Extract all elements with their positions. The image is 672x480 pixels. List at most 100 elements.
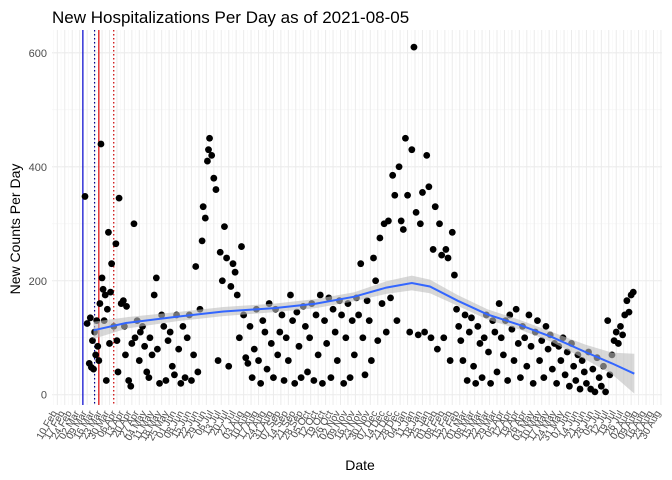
data-point (250, 345, 258, 353)
data-point (361, 371, 369, 379)
data-point (248, 374, 256, 382)
data-point (235, 334, 243, 342)
data-point (340, 379, 348, 387)
data-point (387, 294, 394, 302)
data-point (166, 328, 174, 336)
data-point (410, 43, 418, 51)
data-point (389, 171, 397, 179)
data-point (148, 351, 156, 359)
data-point (391, 191, 399, 199)
data-point (304, 368, 311, 376)
data-point (136, 328, 144, 336)
data-point (160, 322, 168, 330)
data-point (461, 311, 469, 319)
data-point (548, 365, 556, 373)
y-tick-label: 400 (29, 162, 47, 174)
data-point (246, 322, 254, 330)
data-point (278, 311, 286, 319)
data-point (580, 368, 588, 376)
data-point (310, 377, 318, 384)
data-point (282, 334, 290, 342)
data-point (363, 297, 371, 305)
data-point (625, 308, 633, 316)
data-point (115, 194, 123, 202)
data-point (538, 337, 546, 345)
data-point (97, 140, 105, 148)
data-point (395, 163, 403, 171)
data-point (314, 351, 322, 359)
data-point (295, 342, 303, 350)
data-point (188, 377, 195, 384)
data-point (208, 151, 216, 159)
data-point (429, 246, 437, 253)
data-point (221, 223, 228, 231)
data-point (425, 183, 433, 191)
data-point (534, 317, 541, 325)
smooth-trend (93, 275, 635, 394)
data-point (259, 317, 267, 325)
data-point (112, 240, 120, 248)
data-point (446, 357, 454, 364)
data-point (90, 365, 97, 373)
data-point (485, 348, 492, 356)
data-point (327, 374, 335, 382)
data-point (350, 351, 358, 359)
data-point (416, 220, 424, 228)
data-point (238, 243, 245, 250)
y-axis-ticks: 0 200 400 600 (29, 48, 47, 402)
data-point (192, 263, 200, 270)
data-point (183, 334, 191, 342)
data-point (544, 345, 552, 353)
data-point (374, 337, 382, 345)
data-point (194, 368, 202, 376)
data-point (378, 300, 386, 307)
data-point (103, 305, 111, 313)
data-point (412, 208, 420, 216)
data-point (267, 340, 275, 347)
data-point (385, 217, 392, 225)
data-point (223, 254, 230, 262)
data-point (287, 291, 294, 299)
x-axis-title: Date (345, 457, 375, 473)
data-point (433, 345, 441, 353)
data-point (156, 379, 163, 387)
data-point (150, 291, 158, 299)
data-point (276, 328, 284, 336)
y-tick-label: 0 (41, 390, 47, 402)
data-point (342, 334, 350, 342)
data-point (108, 260, 116, 268)
data-point (355, 311, 362, 319)
data-point (478, 374, 486, 382)
data-point (206, 134, 213, 142)
data-point (114, 368, 122, 376)
data-point (459, 357, 467, 364)
data-point (331, 328, 339, 336)
data-point (376, 234, 384, 242)
data-point (495, 300, 503, 307)
data-point (542, 322, 550, 330)
data-point (474, 322, 482, 330)
data-point (198, 237, 206, 245)
data-point (623, 297, 631, 305)
data-point (370, 254, 377, 262)
data-point (214, 357, 222, 364)
data-point (438, 251, 446, 259)
data-point (190, 351, 197, 359)
data-point (629, 288, 637, 296)
data-point (589, 365, 597, 373)
data-point (442, 246, 450, 253)
data-point (493, 368, 501, 376)
data-point (168, 362, 176, 370)
data-point (491, 328, 499, 336)
data-point (468, 314, 475, 322)
data-point (404, 191, 411, 199)
data-point (101, 291, 109, 299)
data-point (146, 334, 154, 342)
data-point (604, 317, 612, 325)
data-point (106, 340, 113, 347)
trend-line (93, 281, 635, 375)
data-point (123, 303, 130, 310)
data-point (316, 291, 324, 299)
data-point (102, 377, 110, 384)
